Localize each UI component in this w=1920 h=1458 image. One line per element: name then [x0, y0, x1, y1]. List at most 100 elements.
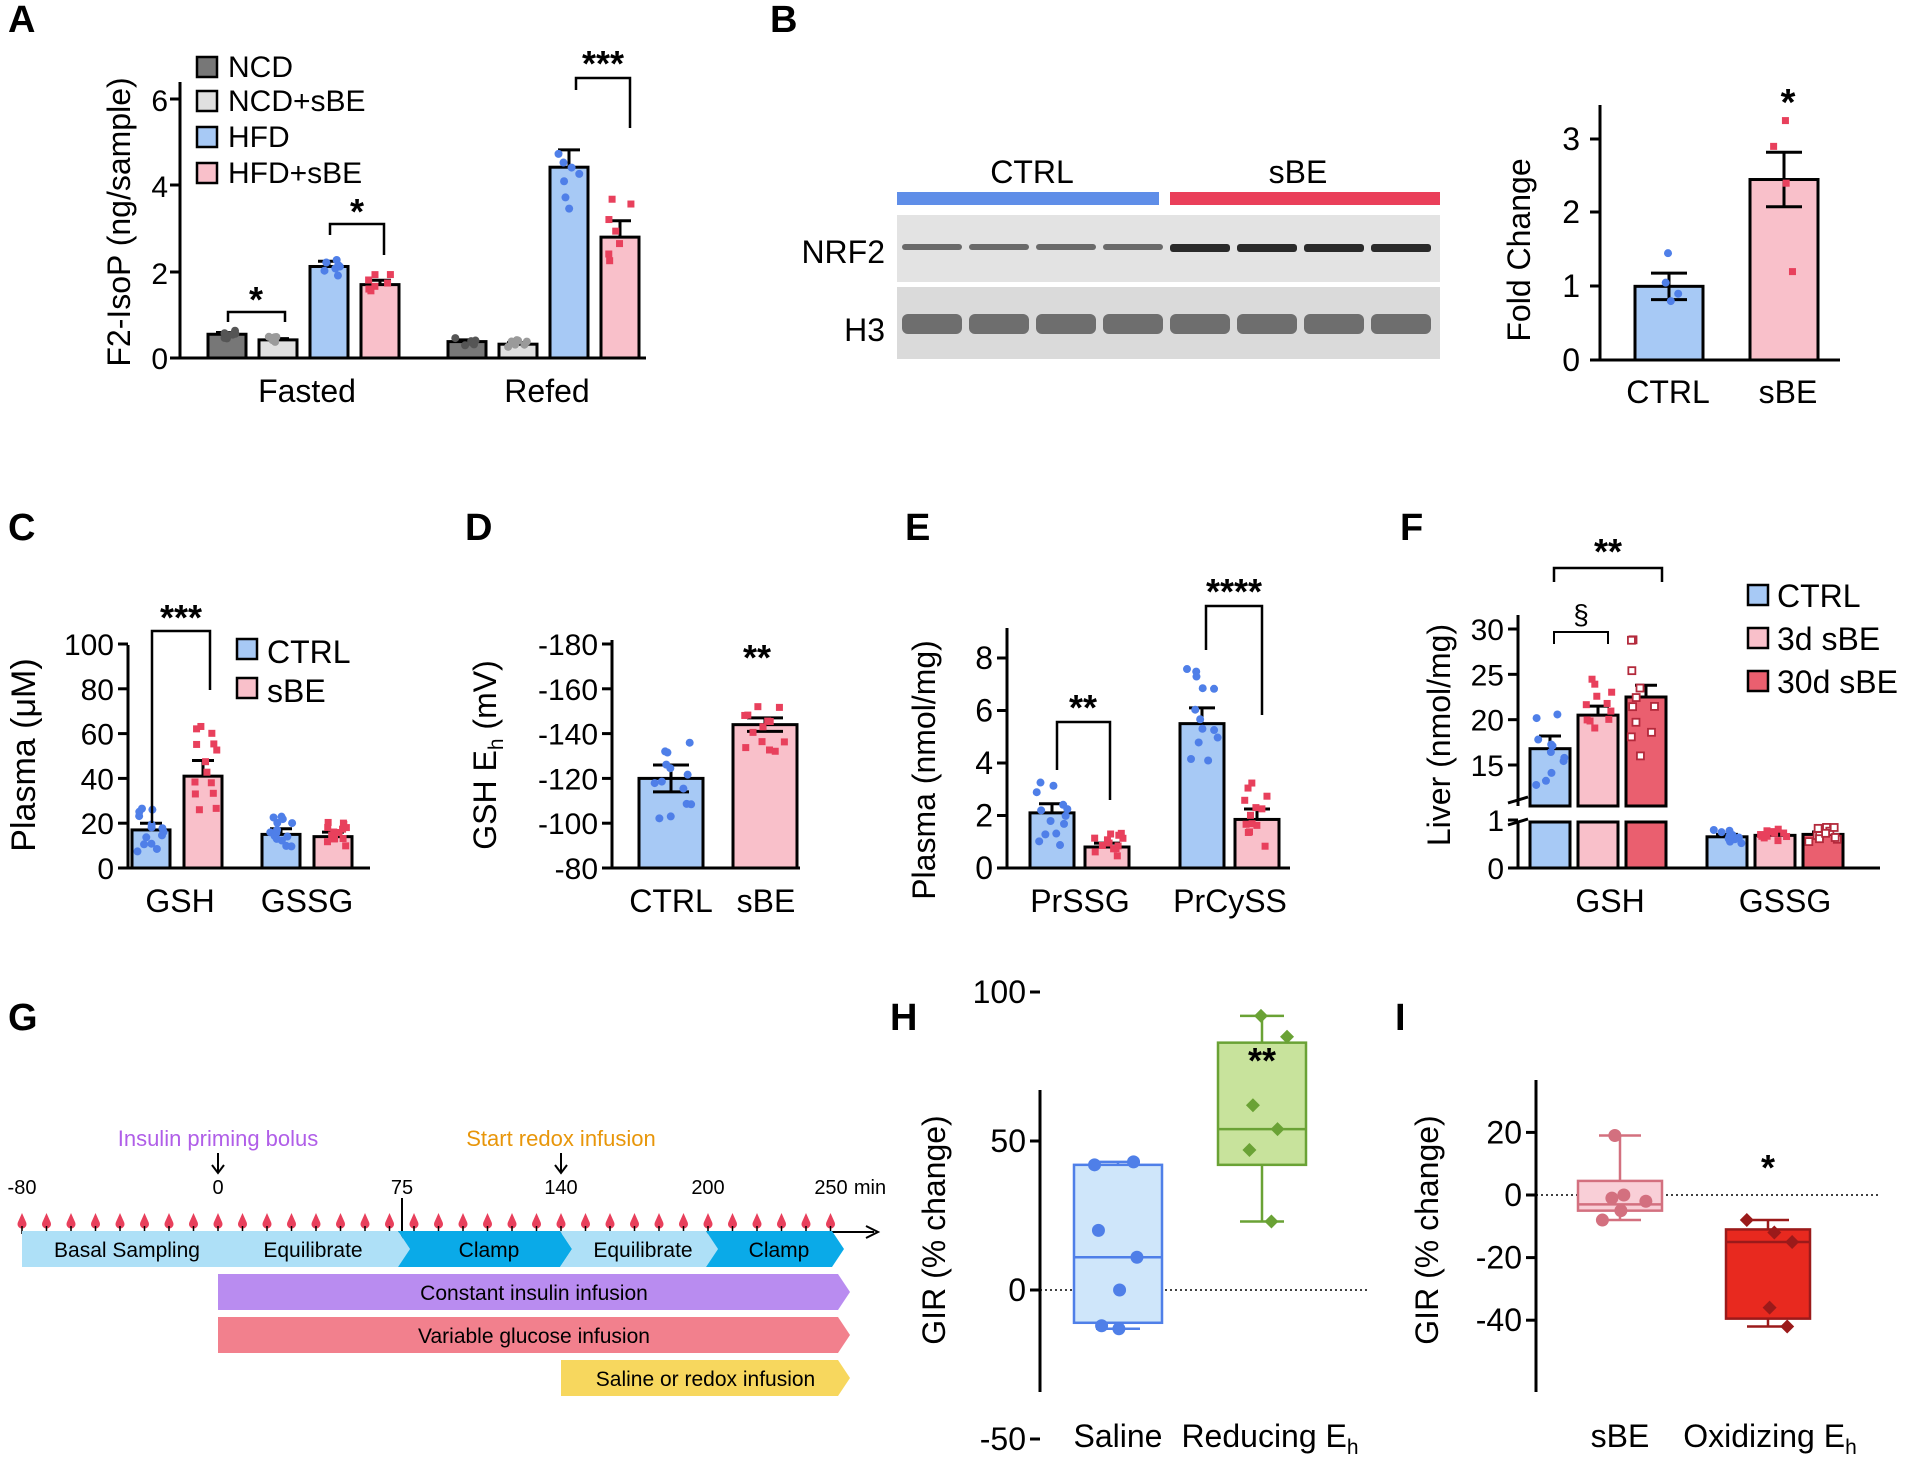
legend-swatch-ncd — [195, 55, 219, 79]
f-lower-tick-label: 0 — [1487, 853, 1504, 886]
dot-f-point — [1588, 675, 1596, 683]
h3-band — [1103, 314, 1163, 334]
dot-e-point — [1252, 804, 1260, 812]
y-tick-label-a-6: 6 — [151, 85, 168, 118]
dot-e-point — [1103, 836, 1111, 844]
sig-bracket-a-1 — [226, 310, 287, 322]
panel-label-g: G — [8, 997, 38, 1039]
blood-drop-icon — [458, 1213, 468, 1229]
h-tick-label: -50 — [980, 1421, 1026, 1457]
nrf2-band — [1304, 244, 1364, 252]
x-group-label-f-gsh: GSH — [1575, 883, 1644, 919]
dot-a-point — [520, 340, 529, 349]
bar-a-HFD+sBE-0 — [359, 283, 401, 360]
infusion-variable-glucose — [218, 1317, 850, 1353]
dot-c-point — [339, 835, 347, 843]
dot-f-point — [1553, 710, 1562, 719]
dot-e-point — [1035, 837, 1044, 846]
box-i-sbe-point — [1595, 1213, 1609, 1227]
h3-band — [1036, 314, 1096, 334]
dot-f-point — [1631, 717, 1641, 727]
panel-label-f: F — [1400, 507, 1423, 549]
box-h-reducing-point — [1253, 1008, 1268, 1023]
legend-a: NCD NCD+sBE HFD HFD+sBE — [195, 51, 366, 190]
blood-drop-icon — [483, 1213, 492, 1229]
legend-swatch-c-sbe — [235, 676, 259, 700]
x-label-h-saline: Saline — [1074, 1418, 1163, 1454]
dot-d-point — [650, 779, 659, 788]
h-tick-label: 100 — [973, 974, 1026, 1010]
f-upper-tick-label: 20 — [1471, 705, 1504, 738]
dot-e-point — [1091, 848, 1099, 856]
d-tick-label: -120 — [538, 763, 598, 796]
dot-c-point — [282, 841, 291, 850]
sig-d-1: ** — [743, 637, 771, 678]
dot-d-point — [759, 723, 767, 731]
dot-f-point — [1774, 837, 1782, 845]
blood-drop-icon — [90, 1213, 101, 1229]
dot-f-point — [1559, 757, 1568, 766]
dot-c-point — [335, 829, 343, 837]
sig-f-2: § — [1573, 599, 1589, 630]
box-i-oxidizing-point — [1785, 1234, 1800, 1249]
h-tick-label: 50 — [990, 1123, 1026, 1159]
phase-equilibrate-1-label: Equilibrate — [263, 1239, 362, 1262]
nrf2-band — [1371, 244, 1431, 252]
panel-label-e: E — [905, 507, 930, 549]
dot-e-point — [1098, 841, 1106, 849]
y-tick-label-a-0: 0 — [151, 343, 168, 376]
blood-drop-icon — [752, 1213, 762, 1229]
panel-label-a: A — [8, 0, 35, 41]
dot-e-point — [1253, 821, 1261, 829]
dot-c-point — [193, 740, 201, 748]
blood-drop-icon — [360, 1213, 370, 1229]
dot-a-point — [605, 216, 613, 224]
x-label-b-sbe: sBE — [1759, 374, 1818, 410]
time-unit-label: min — [854, 1177, 886, 1199]
priming-label: Insulin priming bolus — [118, 1126, 319, 1151]
dot-c-point — [197, 722, 205, 730]
blood-drop-icon — [654, 1213, 664, 1229]
d-tick-label: -100 — [538, 808, 598, 841]
tick-label-0: 0 — [212, 1177, 223, 1199]
blot-bar-ctrl — [897, 192, 1159, 205]
infusion-variable-glucose-label: Variable glucose infusion — [418, 1325, 650, 1348]
dot-d-point — [682, 799, 691, 808]
dot-d-point — [666, 812, 675, 821]
box-i-sbe-point — [1617, 1188, 1631, 1202]
blood-drop-icon — [41, 1213, 52, 1229]
chart-i: GIR (% change) -40 -20 0 20 sBE Oxidizing E… — [1409, 1080, 1880, 1458]
bar-e-sBE-0 — [1083, 845, 1131, 870]
tick-label-m80: -80 — [8, 1177, 37, 1199]
y-tick-label-b-1: 1 — [1562, 268, 1580, 304]
e-tick-label: 4 — [975, 745, 993, 781]
dot-e-point — [1245, 828, 1253, 836]
dot-a-point — [371, 282, 379, 290]
sig-bracket-f-2 — [1553, 631, 1609, 644]
dot-e-point — [1182, 665, 1191, 674]
infusion-saline-redox-label: Saline or redox infusion — [596, 1368, 815, 1391]
dot-e-point — [1248, 820, 1256, 828]
chart-e: Plasma (nmol/mg) 0 2 4 6 8 PrSSG PrCySS ** *… — [906, 571, 1290, 919]
dot-f-point — [1593, 692, 1601, 700]
dot-d-point — [742, 744, 750, 752]
sig-h-1: ** — [1248, 1040, 1276, 1081]
dot-e-point — [1263, 792, 1271, 800]
f-upper-tick-label: 30 — [1471, 614, 1504, 647]
sig-i-1: * — [1761, 1147, 1775, 1188]
dot-a-point — [469, 340, 478, 349]
dot-f-point — [1783, 833, 1791, 841]
c-tick-label: 0 — [97, 853, 114, 886]
dot-c-point — [330, 828, 338, 836]
dot-f-point — [1627, 666, 1637, 676]
h3-band — [1304, 314, 1364, 334]
box-h-reducing-point — [1280, 1029, 1295, 1044]
infusion-constant-insulin-label: Constant insulin infusion — [420, 1282, 648, 1305]
dot-e-point — [1037, 806, 1046, 815]
dot-e-point — [1246, 811, 1254, 819]
dot-a-point — [612, 227, 620, 235]
dot-a-point — [561, 193, 570, 202]
chart-a: 0 2 4 6 F2-IsoP (ng/sample) Fasted Refed… — [101, 43, 646, 409]
f-upper-tick-label: 15 — [1471, 750, 1504, 783]
